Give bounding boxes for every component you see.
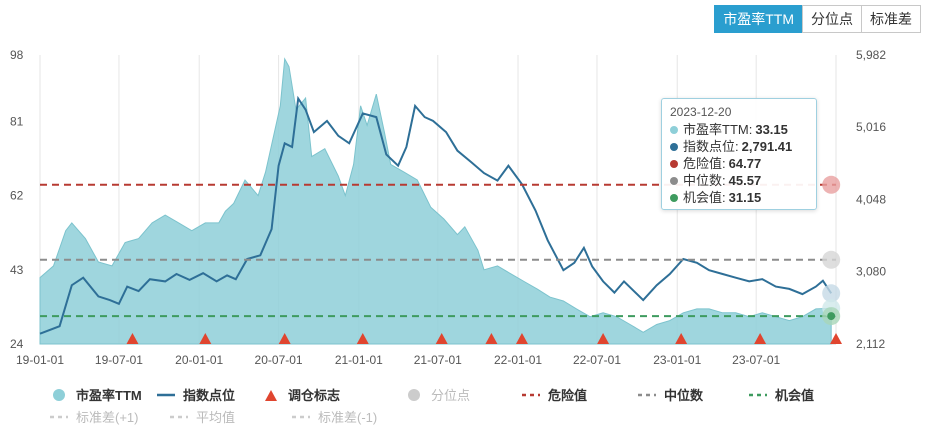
rebalance-marker	[199, 333, 212, 344]
rebalance-marker	[435, 333, 448, 344]
index-end-marker	[822, 284, 841, 303]
tab-std-dev[interactable]: 标准差	[861, 5, 921, 33]
rebalance-marker	[485, 333, 498, 344]
x-tick-label: 19-01-01	[16, 353, 64, 367]
tooltip-value: 33.15	[755, 122, 788, 137]
legend-item[interactable]: 危险值	[520, 385, 587, 404]
y-right-tick-label: 5,016	[856, 120, 886, 134]
x-tick-label: 23-01-01	[653, 353, 701, 367]
legend-label: 标准差(+1)	[76, 410, 139, 425]
x-tick-label: 19-07-01	[95, 353, 143, 367]
legend-item[interactable]: 调仓标志	[260, 385, 340, 404]
y-right-tick-label: 4,048	[856, 192, 886, 206]
dot-icon	[670, 193, 678, 202]
legend-label: 指数点位	[183, 388, 236, 403]
pe-chart: 19-01-01 19-07-01 20-01-01 20-07-01 21-01-01…	[10, 48, 886, 367]
legend-item[interactable]: 机会值	[747, 385, 814, 404]
legend-label: 市盈率TTM	[76, 388, 142, 403]
index-line	[39, 95, 833, 335]
tooltip-value: 64.77	[728, 156, 762, 171]
triangle-icon	[265, 389, 277, 401]
tooltip: 2023-12-20 市盈率TTM:33.15 指数点位:2,791.41 危险…	[661, 98, 817, 210]
x-tick-label: 20-01-01	[175, 353, 223, 367]
dash-icon	[292, 415, 310, 418]
dot-icon	[408, 388, 420, 401]
rebalance-marker	[754, 333, 767, 344]
y-left-tick-label: 43	[10, 263, 24, 277]
rebalance-marker	[126, 333, 139, 344]
tooltip-row-danger: 危险值:64.77	[670, 155, 808, 172]
tooltip-label: 市盈率TTM	[683, 122, 749, 137]
line-icon	[157, 393, 175, 396]
legend-label: 机会值	[775, 388, 815, 403]
dash-icon	[638, 393, 656, 396]
legend-item[interactable]: 分位点	[403, 385, 470, 404]
tooltip-value: 2,791.41	[741, 139, 793, 154]
tab-percentile[interactable]: 分位点	[802, 5, 862, 33]
rebalance-marker	[356, 333, 369, 344]
y-left-tick-label: 81	[10, 114, 24, 128]
rebalance-marker	[278, 333, 291, 344]
y-left-tick-label: 24	[10, 337, 24, 351]
legend-label: 分位点	[431, 388, 471, 403]
legend-item[interactable]: 标准差(+1)	[48, 407, 138, 426]
x-tick-label: 21-01-01	[335, 353, 383, 367]
tooltip-row-opportunity: 机会值:31.15	[670, 189, 808, 206]
legend-item[interactable]: 指数点位	[155, 385, 235, 404]
tooltip-row-index: 指数点位:2,791.41	[670, 138, 808, 155]
dot-icon	[670, 159, 678, 168]
legend-item[interactable]: 平均值	[168, 407, 235, 426]
legend-item[interactable]: 中位数	[636, 385, 703, 404]
x-tick-label: 23-07-01	[732, 353, 780, 367]
legend-label: 平均值	[196, 410, 236, 425]
legend-item[interactable]: 市盈率TTM	[48, 385, 142, 404]
legend-label: 危险值	[548, 388, 588, 403]
legend-label: 中位数	[664, 388, 704, 403]
tooltip-value: 31.15	[728, 190, 762, 205]
dash-icon	[50, 415, 68, 418]
dot-icon	[53, 388, 65, 401]
rebalance-marker	[675, 333, 688, 344]
tooltip-date: 2023-12-20	[670, 105, 732, 119]
tab-pe-ttm[interactable]: 市盈率TTM	[714, 5, 803, 33]
dash-icon	[749, 393, 767, 396]
x-tick-label: 21-07-01	[414, 353, 462, 367]
metric-tabs: 市盈率TTM 分位点 标准差	[714, 5, 921, 33]
legend-label: 调仓标志	[288, 388, 341, 403]
opportunity-end-dot	[827, 312, 836, 321]
y-left-tick-label: 62	[10, 189, 24, 203]
dot-icon	[670, 176, 678, 185]
median-end-marker	[822, 250, 841, 269]
tooltip-row-pe: 市盈率TTM:33.15	[670, 121, 808, 138]
y-right-tick-label: 5,982	[856, 48, 886, 62]
dash-icon	[170, 415, 188, 418]
rebalance-marker	[597, 333, 610, 344]
y-right-tick-label: 2,112	[856, 337, 885, 351]
rebalance-marker	[515, 333, 528, 344]
danger-end-marker	[822, 175, 841, 194]
tooltip-row-median: 中位数:45.57	[670, 172, 808, 189]
tooltip-label: 机会值	[683, 190, 723, 205]
rebalance-marker	[830, 333, 842, 344]
x-tick-label: 22-07-01	[573, 353, 621, 367]
tooltip-label: 指数点位	[683, 139, 736, 154]
tooltip-label: 危险值	[683, 156, 723, 171]
y-right-tick-label: 3,080	[856, 265, 886, 279]
dot-icon	[670, 125, 678, 134]
dot-icon	[670, 142, 678, 151]
tooltip-value: 45.57	[728, 173, 762, 188]
legend-label: 标准差(-1)	[318, 410, 378, 425]
tooltip-label: 中位数	[683, 173, 723, 188]
pe-ttm-area	[39, 57, 832, 345]
y-left-tick-label: 98	[10, 48, 24, 62]
x-tick-label: 20-07-01	[255, 353, 303, 367]
legend-item[interactable]: 标准差(-1)	[290, 407, 377, 426]
dash-icon	[522, 393, 540, 396]
x-tick-label: 22-01-01	[494, 353, 542, 367]
